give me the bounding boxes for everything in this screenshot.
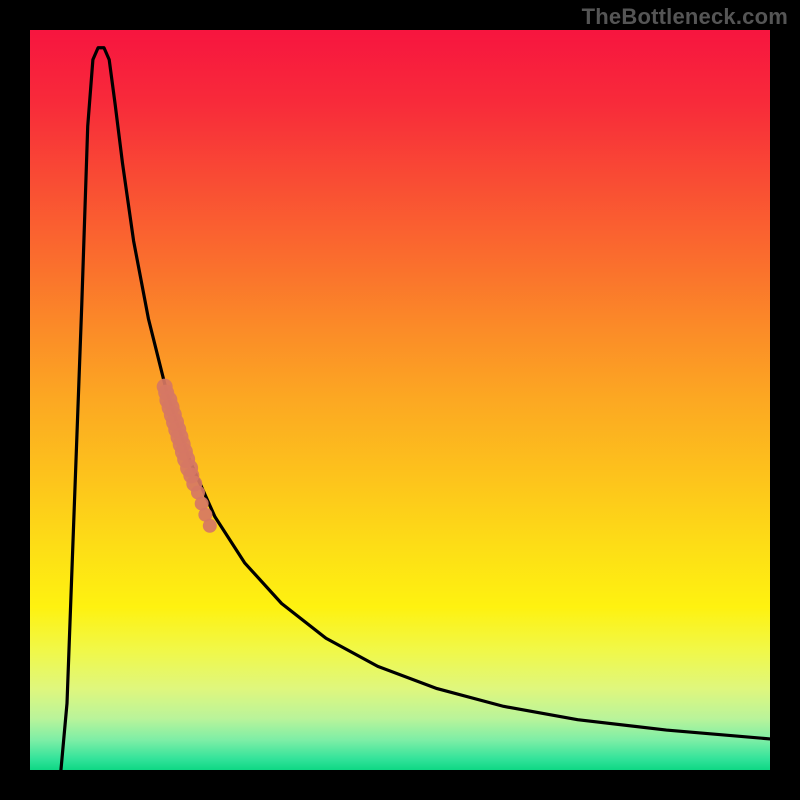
bottleneck-chart: TheBottleneck.com [0, 0, 800, 800]
plot-background [30, 30, 770, 770]
curve-marker [203, 519, 217, 533]
chart-svg [0, 0, 800, 800]
watermark-text: TheBottleneck.com [582, 4, 788, 30]
